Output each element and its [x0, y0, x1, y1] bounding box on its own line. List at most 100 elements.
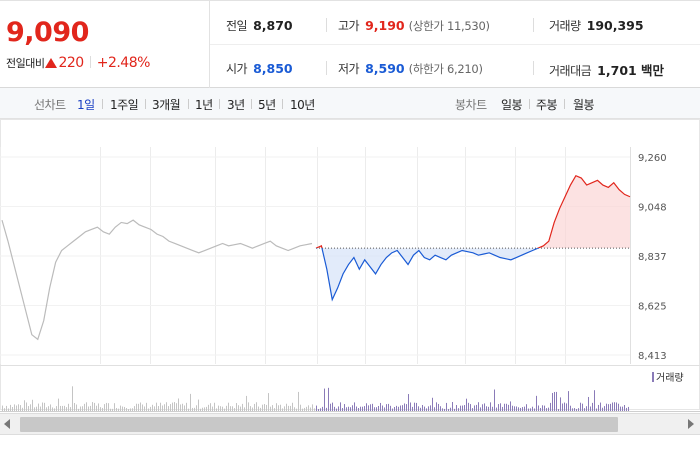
- divider: [188, 99, 189, 109]
- volume-bar: [308, 405, 309, 411]
- scroll-left-arrow-icon[interactable]: [4, 419, 10, 429]
- scrollbar-thumb[interactable]: [20, 417, 618, 432]
- period-1d-tab[interactable]: 1일: [77, 98, 95, 112]
- volume-bar: [218, 405, 219, 411]
- scroll-right-arrow-icon[interactable]: [688, 419, 694, 429]
- prev-close-value: 8,870: [253, 18, 293, 33]
- volume-bar: [100, 407, 101, 411]
- candle-weekly-tab[interactable]: 주봉: [536, 98, 558, 112]
- volume-bar: [32, 399, 33, 411]
- chart-scrollbar[interactable]: [0, 413, 700, 435]
- volume-bar: [24, 400, 25, 411]
- change-label: 전일대비: [6, 57, 45, 70]
- intraday-line-chart: 9,260 9,048 8,837 8,625 8,413: [0, 119, 700, 412]
- volume-bar: [104, 404, 105, 411]
- volume-bar: [306, 406, 307, 411]
- volume-bar: [586, 406, 587, 411]
- volume-bar: [202, 407, 203, 411]
- low-value: 8,590: [365, 61, 405, 76]
- volume-bar: [562, 403, 563, 411]
- volume-legend-label: 거래량: [656, 373, 684, 384]
- volume-bar: [142, 404, 143, 411]
- period-3y-tab[interactable]: 3년: [227, 98, 245, 112]
- volume-bar: [44, 402, 45, 411]
- volume-bar: [242, 403, 243, 411]
- volume-bar: [350, 407, 351, 411]
- volume-bar: [612, 402, 613, 411]
- volume-bar: [176, 403, 177, 411]
- period-1y-tab[interactable]: 1년: [195, 98, 213, 112]
- candle-monthly-tab[interactable]: 월봉: [573, 98, 595, 112]
- volume-bar: [70, 407, 71, 411]
- volume-bar: [300, 404, 301, 411]
- volume-bar: [464, 405, 465, 411]
- volume-bar: [304, 407, 305, 411]
- volume-bar: [422, 404, 423, 411]
- period-3m-tab[interactable]: 3개월: [152, 98, 181, 112]
- volume-bar: [326, 407, 327, 411]
- volume-bar: [322, 406, 323, 411]
- volume-bar: [430, 405, 431, 411]
- trade-amount-label: 거래대금: [549, 64, 592, 78]
- period-10y-tab[interactable]: 10년: [290, 98, 315, 112]
- period-1w-tab[interactable]: 1주일: [110, 98, 139, 112]
- volume-bar: [398, 406, 399, 411]
- volume-bar: [588, 396, 589, 411]
- volume-bar: [34, 407, 35, 411]
- volume-bar: [496, 407, 497, 411]
- volume-bar: [154, 406, 155, 411]
- volume-bar: [614, 402, 615, 411]
- volume-bar: [590, 406, 591, 411]
- volume-bar: [508, 404, 509, 411]
- volume-swatch: [652, 372, 654, 382]
- volume-bar: [450, 407, 451, 411]
- candle-daily-tab[interactable]: 일봉: [501, 98, 523, 112]
- volume-bar: [328, 387, 329, 411]
- volume-bar: [352, 405, 353, 411]
- volume-bar: [294, 407, 295, 411]
- volume-bar: [288, 405, 289, 411]
- volume-bar: [172, 402, 173, 411]
- volume-bar: [518, 407, 519, 411]
- volume-bar: [374, 407, 375, 411]
- volume-bar: [376, 407, 377, 411]
- volume-bar: [542, 405, 543, 411]
- volume-bar: [584, 408, 585, 411]
- volume-bar: [544, 405, 545, 411]
- volume-bar: [480, 407, 481, 411]
- volume-bar: [442, 408, 443, 411]
- volume-bar: [406, 404, 407, 411]
- volume-bar: [606, 403, 607, 411]
- volume-bar: [296, 408, 297, 411]
- volume-bar: [18, 404, 19, 411]
- volume-bar: [336, 408, 337, 411]
- volume-bar: [456, 405, 457, 411]
- volume-bar: [582, 403, 583, 411]
- volume-bar: [62, 405, 63, 411]
- volume-bar: [410, 402, 411, 411]
- volume-bar: [90, 405, 91, 411]
- volume-bar: [490, 402, 491, 411]
- volume-bar: [244, 407, 245, 411]
- volume-bar: [108, 403, 109, 411]
- volume-bar: [46, 407, 47, 411]
- volume-bar: [402, 405, 403, 411]
- volume-bar: [126, 408, 127, 411]
- volume-bar: [418, 406, 419, 411]
- volume-bar: [258, 406, 259, 411]
- divider: [102, 99, 103, 109]
- volume-bar: [72, 386, 73, 411]
- period-5y-tab[interactable]: 5년: [258, 98, 276, 112]
- volume-bar: [546, 408, 547, 411]
- volume-bar: [494, 389, 495, 411]
- volume-bar: [200, 408, 201, 411]
- volume-bar: [552, 392, 553, 411]
- volume-bar: [506, 403, 507, 411]
- volume-bar: [458, 408, 459, 411]
- volume-bar: [56, 406, 57, 411]
- volume-bar: [540, 407, 541, 411]
- high-value: 9,190: [365, 18, 405, 33]
- volume-bar: [86, 402, 87, 411]
- volume-bar: [116, 407, 117, 411]
- volume-bar: [528, 408, 529, 411]
